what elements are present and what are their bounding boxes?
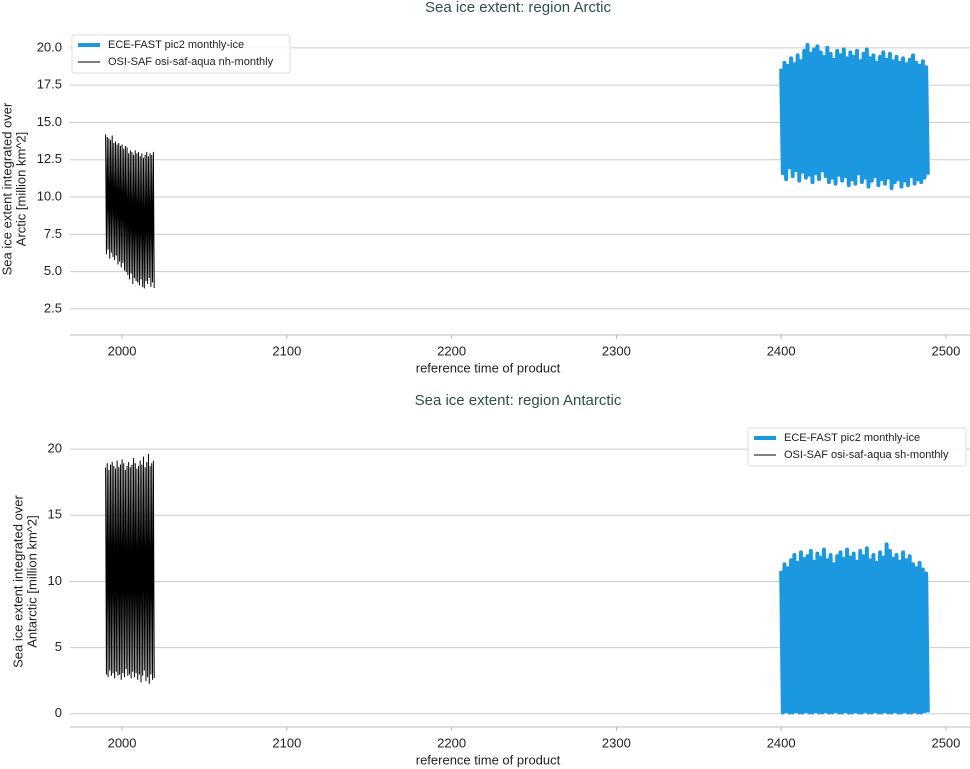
y-tick-label: 17.5 <box>37 77 62 92</box>
legend-box <box>747 427 967 467</box>
y-tick-label: 10 <box>48 573 62 588</box>
y-tick-label: 15.0 <box>37 114 62 129</box>
x-tick-label: 2000 <box>108 343 137 358</box>
x-tick-label: 2400 <box>767 735 796 750</box>
y-axis-label: Sea ice extent integrated over <box>0 102 14 275</box>
y-axis-label: Arctic [million km^2] <box>13 132 28 246</box>
y-tick-label: 7.5 <box>44 226 62 241</box>
y-tick-label: 20 <box>48 441 62 456</box>
series-line <box>105 453 155 684</box>
y-tick-label: 5 <box>55 639 62 654</box>
y-tick-label: 15 <box>48 507 62 522</box>
legend-label: OSI-SAF osi-saf-aqua nh-monthly <box>108 56 274 68</box>
y-tick-label: 20.0 <box>37 39 62 54</box>
legend-label: ECE-FAST pic2 monthly-ice <box>784 432 920 444</box>
y-tick-label: 5.0 <box>44 263 62 278</box>
chart-title: Sea ice extent: region Arctic <box>425 0 611 16</box>
y-tick-label: 12.5 <box>37 151 62 166</box>
y-tick-label: 2.5 <box>44 300 62 315</box>
x-axis-label: reference time of product <box>416 752 561 767</box>
y-tick-label: 0 <box>55 705 62 720</box>
y-tick-label: 10.0 <box>37 188 62 203</box>
chart-title: Sea ice extent: region Antarctic <box>415 392 622 409</box>
series-line <box>779 42 930 191</box>
y-axis-label: Sea ice extent integrated over <box>10 494 25 667</box>
x-tick-label: 2300 <box>602 343 631 358</box>
x-tick-label: 2400 <box>767 343 796 358</box>
x-tick-label: 2100 <box>272 343 301 358</box>
x-tick-label: 2200 <box>437 735 466 750</box>
series-line <box>105 134 155 289</box>
x-tick-label: 2300 <box>602 735 631 750</box>
series-line <box>779 542 930 715</box>
x-tick-label: 2100 <box>272 735 301 750</box>
legend-label: OSI-SAF osi-saf-aqua sh-monthly <box>784 449 949 461</box>
x-tick-label: 2000 <box>108 735 137 750</box>
x-tick-label: 2500 <box>931 343 960 358</box>
x-axis-label: reference time of product <box>416 360 561 375</box>
x-tick-label: 2200 <box>437 343 466 358</box>
legend-label: ECE-FAST pic2 monthly-ice <box>108 39 244 51</box>
y-axis-label: Antarctic [million km^2] <box>24 515 39 648</box>
x-tick-label: 2500 <box>931 735 960 750</box>
legend-box <box>71 34 291 74</box>
